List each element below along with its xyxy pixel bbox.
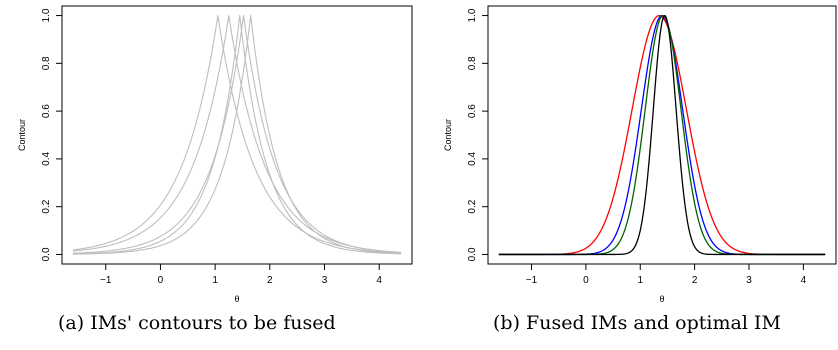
series-line-4	[72, 15, 402, 254]
plot-frame	[61, 5, 413, 265]
y-tick-label: 0.8	[467, 56, 478, 70]
y-tick-label: 1.0	[467, 8, 478, 22]
series-line-4	[498, 14, 826, 256]
y-tick-label: 0.2	[467, 199, 478, 213]
x-tick-label: 2	[267, 275, 273, 286]
y-axis-label: Contour	[17, 119, 27, 151]
series-line-3	[498, 14, 826, 256]
series-line-2	[498, 14, 826, 256]
x-tick-label: 1	[212, 275, 218, 286]
series-line-3	[72, 15, 402, 255]
y-tick-label: 0.4	[467, 152, 478, 166]
x-tick-label: −1	[100, 275, 112, 286]
series-line-1	[498, 14, 826, 256]
caption-a: (a) IMs' contours to be fused	[58, 312, 336, 334]
x-tick-label: 2	[692, 275, 698, 286]
y-tick-label: 0.6	[41, 104, 52, 118]
x-tick-label: 1	[637, 275, 643, 286]
caption-b: (b) Fused IMs and optimal IM	[493, 312, 781, 334]
panel-b-plot: −1 0 1 2 3 4 0.0 0.2 0.4 0.6 0.8 1.0 θ Contour	[443, 5, 837, 304]
y-tick-label: 0.6	[467, 104, 478, 118]
y-axis-label: Contour	[443, 119, 453, 151]
x-tick-label: 3	[322, 275, 328, 286]
y-tick-label: 0.0	[467, 247, 478, 261]
y-tick-label: 0.8	[41, 56, 52, 70]
series-line-2	[72, 15, 402, 253]
x-tick-label: 4	[376, 275, 382, 286]
x-tick-label: 3	[746, 275, 752, 286]
x-axis-label: θ	[234, 294, 239, 304]
y-tick-label: 0.2	[41, 199, 52, 213]
panel-a-plot: −1 0 1 2 3 4 0.0 0.2 0.4 0.6 0.8 1.0 θ Contour	[17, 5, 413, 304]
x-tick-label: 0	[583, 275, 589, 286]
series-line-5	[72, 15, 402, 255]
series-line-1	[72, 15, 402, 254]
plot-frame	[487, 5, 837, 265]
y-tick-label: 0.4	[41, 152, 52, 166]
x-axis-label: θ	[659, 294, 664, 304]
x-tick-label: 4	[801, 275, 807, 286]
y-tick-label: 0.0	[41, 247, 52, 261]
y-tick-label: 1.0	[41, 8, 52, 22]
x-tick-label: 0	[158, 275, 164, 286]
x-tick-label: −1	[526, 275, 538, 286]
